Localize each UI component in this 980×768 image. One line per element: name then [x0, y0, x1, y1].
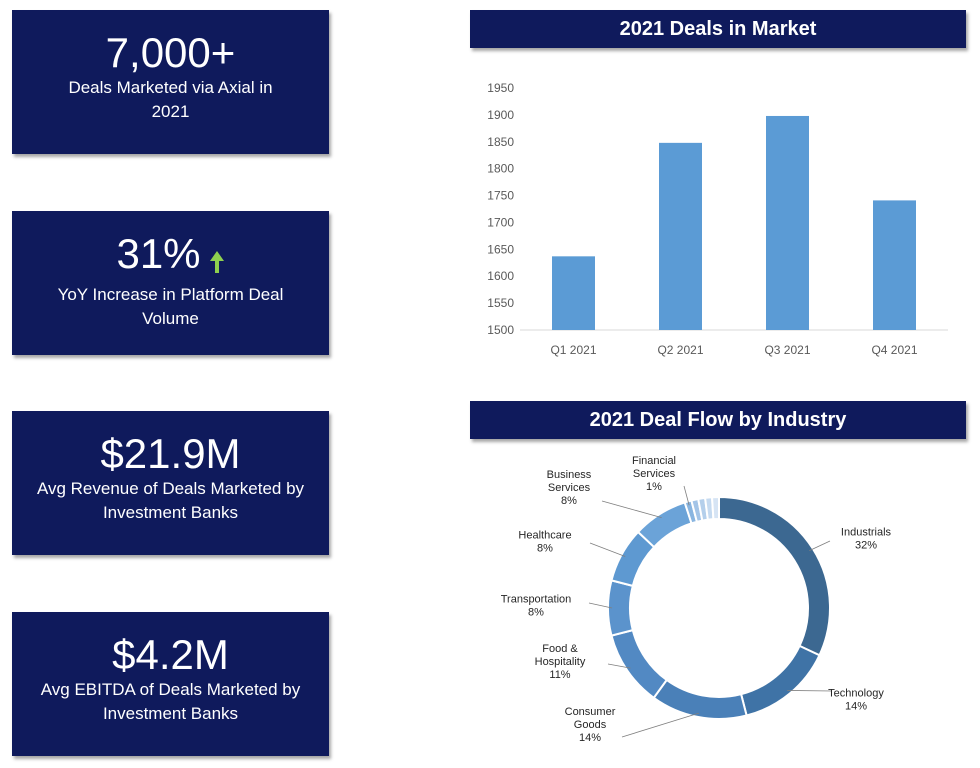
donut-chart-title: 2021 Deal Flow by Industry	[470, 401, 966, 439]
y-tick-label: 1950	[487, 81, 514, 95]
bar-q2-2021	[659, 142, 702, 330]
stat-value-row: 31%	[12, 231, 329, 283]
stat-label: Avg EBITDA of Deals Marketed by Investme…	[40, 680, 301, 723]
bar-q3-2021	[766, 115, 809, 330]
slice-label: Technology 14%	[828, 688, 884, 713]
leader-line	[809, 540, 831, 552]
x-tick-label: Q2 2021	[657, 343, 703, 357]
slice-business-services	[636, 501, 693, 549]
x-tick-label: Q3 2021	[764, 343, 810, 357]
x-tick-label: Q4 2021	[871, 343, 917, 357]
y-tick-label: 1650	[487, 242, 514, 256]
y-tick-label: 1550	[487, 296, 514, 310]
leader-line	[621, 712, 700, 738]
x-tick-label: Q1 2021	[550, 343, 596, 357]
slice-industrials	[718, 495, 831, 657]
donut-chart: Industrials 32% Technology 14% Consumer Goods…	[501, 455, 892, 744]
stat-value: 7,000+	[105, 29, 236, 76]
stat-card-deals-marketed: 7,000+ Deals Marketed via Axial in 2021	[12, 10, 329, 154]
leader-line	[589, 542, 626, 557]
stat-value: $4.2M	[112, 631, 229, 678]
slice-label: Food & Hospitality 11%	[535, 643, 586, 681]
bar-q4-2021	[873, 200, 916, 330]
leader-line	[787, 690, 833, 692]
stat-card-avg-ebitda: $4.2M Avg EBITDA of Deals Marketed by In…	[12, 612, 329, 756]
y-tick-label: 1800	[487, 162, 514, 176]
slice-label: Healthcare 8%	[518, 530, 571, 555]
slice-label: Business Services 8%	[547, 469, 592, 507]
bar-chart: 1500 1550 1600 1650 1700 1750 1800 1850 1900 1950…	[487, 81, 948, 357]
slice-food-hospitality	[610, 628, 669, 700]
leader-line	[607, 663, 631, 669]
y-tick-label: 1900	[487, 108, 514, 122]
leader-line	[588, 602, 613, 609]
stat-label: YoY Increase in Platform Deal Volume	[57, 285, 284, 328]
y-tick-label: 1500	[487, 323, 514, 337]
stat-value: $21.9M	[100, 430, 241, 477]
slice-label: Transportation 8%	[501, 594, 572, 619]
y-tick-label: 1850	[487, 135, 514, 149]
stat-card-avg-revenue: $21.9M Avg Revenue of Deals Marketed by …	[12, 411, 329, 555]
leader-line	[601, 500, 662, 519]
slice-other-11	[710, 495, 720, 521]
slice-technology	[739, 644, 821, 717]
stat-label: Deals Marketed via Axial in 2021	[68, 78, 273, 121]
bar-q1-2021	[552, 256, 595, 330]
y-tick-label: 1600	[487, 269, 514, 283]
slice-label: Consumer Goods 14%	[565, 706, 616, 744]
stat-value: 31%	[116, 230, 201, 277]
bar-chart-title: 2021 Deals in Market	[470, 10, 966, 48]
stat-label: Avg Revenue of Deals Marketed by Investm…	[36, 479, 305, 522]
slice-label: Industrials 32%	[841, 527, 892, 552]
stat-card-yoy-increase: 31% YoY Increase in Platform Deal Volume	[12, 211, 329, 355]
y-tick-label: 1750	[487, 189, 514, 203]
slice-label: Financial Services 1%	[632, 455, 676, 493]
slice-consumer-goods	[652, 678, 748, 720]
y-tick-label: 1700	[487, 215, 514, 229]
arrow-up-icon	[209, 237, 225, 283]
leader-line	[683, 485, 690, 506]
